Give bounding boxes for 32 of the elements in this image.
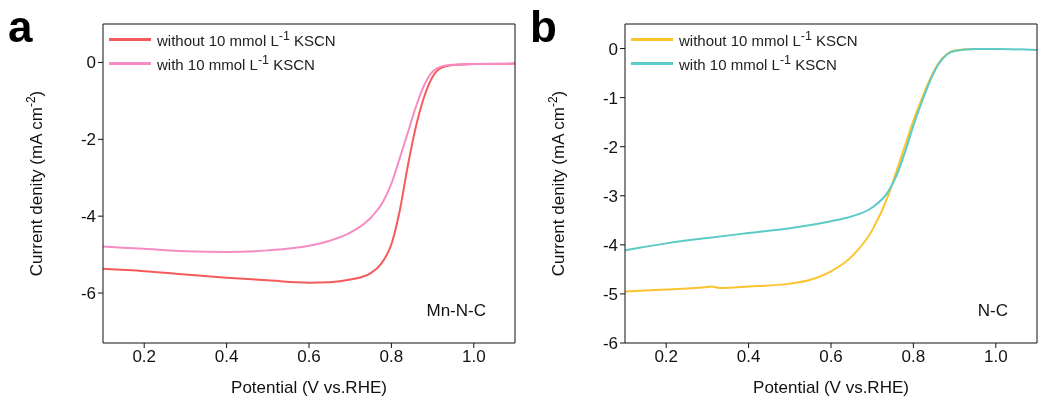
y-tick-label: -3 (602, 186, 618, 206)
x-tick-label: 0.4 (214, 347, 239, 367)
x-tick-label: 1.0 (461, 347, 486, 367)
legend-label: without 10 mmol L$^{-1}$ KSCN (679, 29, 858, 49)
y-tick-label: -1 (602, 88, 618, 108)
y-tick-label: -4 (602, 235, 618, 255)
x-axis-title: Potential (V vs.RHE) (753, 378, 909, 397)
legend-label: with 10 mmol L$^{-1}$ KSCN (157, 53, 315, 73)
y-tick-label: -5 (602, 284, 618, 304)
y-tick-label: -6 (80, 284, 96, 304)
x-tick-label: 0.2 (132, 347, 157, 367)
y-tick-label: 0 (86, 53, 96, 73)
x-axis-title: Potential (V vs.RHE) (231, 378, 387, 397)
annotation: Mn-N-C (426, 301, 486, 321)
chart-title: a (8, 2, 33, 52)
x-tick-label: 0.2 (654, 347, 679, 367)
y-tick-label: -6 (602, 334, 618, 354)
x-tick-label: 0.8 (379, 347, 404, 367)
legend-label: without 10 mmol L$^{-1}$ KSCN (157, 29, 336, 49)
line-series (625, 48, 1037, 252)
chart-title: b (530, 2, 557, 52)
annotation: N-C (977, 301, 1008, 321)
x-tick-label: 1.0 (983, 347, 1008, 367)
x-tick-label: 0.6 (297, 347, 321, 367)
legend-label: with 10 mmol L$^{-1}$ KSCN (679, 53, 837, 73)
x-tick-label: 0.8 (901, 347, 926, 367)
x-tick-label: 0.4 (736, 347, 761, 367)
y-tick-label: -4 (80, 207, 96, 227)
y-tick-label: -2 (80, 130, 96, 150)
y-tick-label: -2 (602, 137, 618, 157)
y-tick-label: 0 (608, 39, 618, 59)
x-tick-label: 0.6 (819, 347, 843, 367)
